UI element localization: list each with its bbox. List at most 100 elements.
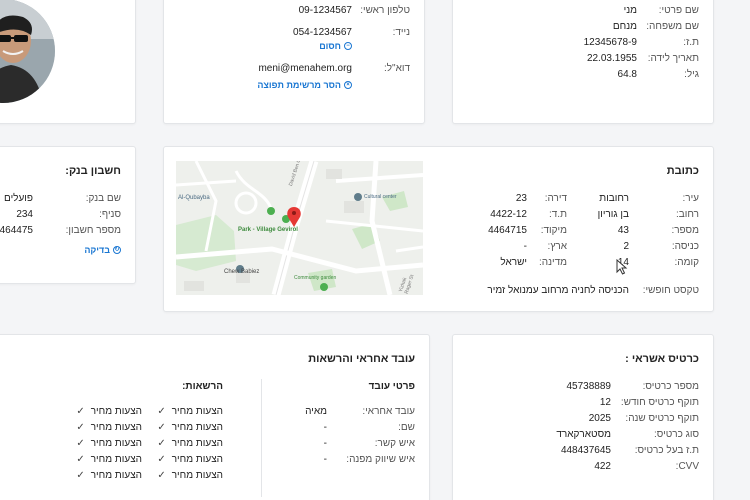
number-value: 43 [617, 225, 629, 236]
age-value: 64.8 [617, 69, 637, 80]
bank-name-value: פועלים [4, 193, 33, 204]
address-map[interactable]: Al-Qubayba Park - Village Gevirol Cultur… [176, 161, 423, 295]
email-label: דוא"ל: [383, 63, 410, 74]
permission-item[interactable]: הצעות מחיר ✓ [76, 406, 142, 417]
worker-permissions-card: עובד אחראי והרשאות פרטי עובד עובד אחראי:… [0, 334, 430, 500]
apartment-value: 23 [515, 193, 527, 204]
mobile-label: נייד: [392, 27, 410, 38]
country-value: - [523, 241, 527, 252]
permission-item[interactable]: הצעות מחיר ✓ [76, 438, 142, 449]
country-label: ארץ: [547, 241, 567, 252]
mobile-value: 054-1234567 [293, 27, 352, 38]
bank-title: חשבון בנק: [65, 165, 121, 177]
card-number-value: 45738889 [566, 381, 612, 392]
card-owner-id-value: 448437645 [560, 445, 611, 456]
free-text-label: טקסט חופשי: [642, 285, 699, 296]
avatar [0, 0, 55, 103]
check-icon: ✓ [76, 470, 85, 481]
floor-label: קומה: [674, 257, 699, 268]
check-icon: ✓ [76, 406, 85, 417]
check-icon: ✓ [76, 438, 85, 449]
permissions-title: הרשאות: [182, 381, 223, 392]
bank-card: חשבון בנק: שם בנק: פועלים סניף: 234 מספר… [0, 146, 136, 284]
card-year-value: 2025 [588, 413, 611, 424]
pobox-value: 4422-12 [490, 209, 527, 220]
check-icon: ✓ [157, 470, 166, 481]
close-circle-icon: × [344, 81, 352, 89]
check-link-label: בדיקה [84, 245, 110, 255]
worker-title: עובד אחראי והרשאות [308, 353, 415, 365]
city-value: רחובות [599, 193, 629, 204]
account-value: 464475 [0, 225, 33, 236]
responsible-value: מאיה [305, 406, 327, 417]
map-label-park: Park - Village Gevirol [238, 227, 298, 233]
free-text-value: הכניסה לחניה מרחוב עמנואל זמיר [487, 285, 629, 296]
age-label: גיל: [684, 69, 699, 80]
zip-value: 4464715 [488, 225, 527, 236]
worker-details-title: פרטי עובד [368, 381, 415, 392]
number-label: מספר: [671, 225, 699, 236]
first-name-value: מני [623, 5, 637, 16]
id-label: ת.ז: [683, 37, 699, 48]
phone-label: טלפון ראשי: [360, 5, 410, 16]
worker-divider [261, 379, 262, 497]
account-label: מספר חשבון: [65, 225, 121, 236]
apartment-label: דירה: [544, 193, 567, 204]
birth-date-value: 22.03.1955 [586, 53, 637, 64]
permission-item[interactable]: הצעות מחיר ✓ [76, 470, 142, 481]
remove-mailing-link[interactable]: × הסר מרשימת תפוצה [257, 80, 352, 90]
pobox-label: ת.ד: [548, 209, 567, 220]
marketing-value: - [323, 454, 327, 465]
last-name-value: מנחם [612, 21, 637, 32]
credit-card-card: כרטיס אשראי : מספר כרטיס: 45738889 תוקף … [452, 334, 714, 500]
card-type-value: מסטארקארד [556, 429, 611, 440]
permission-item[interactable]: הצעות מחיר ✓ [157, 470, 223, 481]
check-icon: ✓ [157, 406, 166, 417]
state-label: מדינה: [538, 257, 567, 268]
personal-details-card: שם פרטי: מני שם משפחה: מנחם ת.ז: 1234567… [452, 0, 714, 124]
email-value: meni@menahem.org [258, 63, 352, 74]
check-icon: ✓ [157, 454, 166, 465]
card-number-label: מספר כרטיס: [642, 381, 699, 392]
zip-label: מיקוד: [540, 225, 567, 236]
worker-name-label: שם: [398, 422, 415, 433]
check-link[interactable]: ↻ בדיקה [84, 245, 121, 255]
card-cvv-value: 422 [594, 461, 611, 472]
check-icon: ✓ [76, 422, 85, 433]
permission-item[interactable]: הצעות מחיר ✓ [76, 422, 142, 433]
card-type-label: סוג כרטיס: [653, 429, 699, 440]
map-label-community: Community garden [294, 275, 337, 281]
state-value: ישראל [500, 257, 527, 268]
map-label-cultural: Cultural center [364, 194, 397, 200]
permission-item[interactable]: הצעות מחיר ✓ [157, 406, 223, 417]
card-cvv-label: CVV: [675, 461, 699, 472]
permission-item[interactable]: הצעות מחיר ✓ [157, 454, 223, 465]
phone-value: 09-1234567 [298, 5, 352, 16]
remove-mailing-label: הסר מרשימת תפוצה [257, 80, 341, 90]
branch-label: סניף: [99, 209, 121, 220]
worker-contact-label: איש קשר: [374, 438, 415, 449]
worker-name-value: - [323, 422, 327, 433]
first-name-label: שם פרטי: [658, 5, 699, 16]
permission-item[interactable]: הצעות מחיר ✓ [157, 438, 223, 449]
branch-value: 234 [16, 209, 33, 220]
map-view-icon [176, 161, 423, 295]
permission-item[interactable]: הצעות מחיר ✓ [76, 454, 142, 465]
mouse-cursor-icon [616, 259, 628, 275]
card-month-value: 12 [599, 397, 611, 408]
street-label: רחוב: [676, 209, 699, 220]
responsible-label: עובד אחראי: [362, 406, 415, 417]
check-icon: ✓ [157, 438, 166, 449]
id-value: 12345678-9 [583, 37, 637, 48]
avatar-photo-icon [0, 0, 55, 103]
entrance-value: 2 [623, 241, 629, 252]
entrance-label: כניסה: [671, 241, 699, 252]
permission-item[interactable]: הצעות מחיר ✓ [157, 422, 223, 433]
map-label-chew-babiez: Chew Babiez [224, 269, 260, 275]
floor-value: 14 [617, 257, 629, 268]
birth-date-label: תאריך לידה: [647, 53, 699, 64]
last-name-label: שם משפחה: [646, 21, 699, 32]
card-month-label: תוקף כרטיס חודש: [620, 397, 699, 408]
block-link[interactable]: − חסום [319, 41, 352, 51]
check-icon: ✓ [157, 422, 166, 433]
